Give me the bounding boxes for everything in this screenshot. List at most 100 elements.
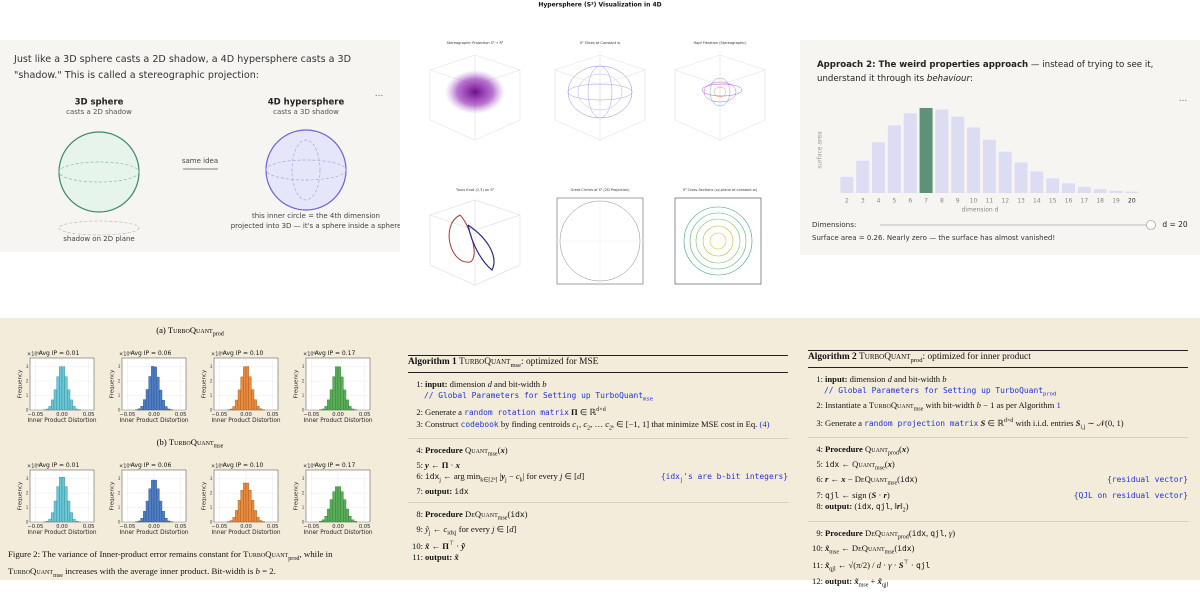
text-run: S [1075, 417, 1081, 428]
sphere-3d [58, 131, 140, 213]
text-run: idx [897, 544, 912, 554]
text-run: Procedure [825, 527, 863, 538]
menu-dots[interactable]: ··· [1179, 97, 1188, 107]
x-tick-label: 0.05 [83, 412, 95, 418]
y-tick-label: 1 [302, 505, 305, 511]
algorithm-2: Algorithm 2 TurboQuantprod: optimized fo… [808, 350, 1188, 591]
sphere4d-title: 4D hypersphere [268, 98, 345, 108]
y-axis-label: Frequency [202, 481, 208, 510]
algorithm-line: 10: x̃mse ← DeQuantmse(idx) [808, 543, 1188, 558]
y-tick-label: 2 [210, 379, 213, 385]
histogram-bar [156, 376, 160, 411]
y-tick-label: 0 [118, 520, 121, 526]
text-run: dimension [447, 379, 488, 390]
text-run: Π [441, 460, 449, 471]
line-text: x̃ ← Π⊤ · ỹ [425, 541, 465, 551]
histogram-bar [140, 406, 144, 411]
text-run: ) [524, 508, 528, 519]
text-run: x [500, 445, 505, 456]
algorithm-line: 4: Procedure Quantprod(x) [808, 444, 1188, 459]
x-tick-label: 6 [908, 198, 912, 205]
line-text: output: idx [425, 486, 469, 496]
line-text: r ← x − DeQuantmse(idx) [825, 474, 918, 487]
text-run: mse [858, 582, 869, 589]
text-run: mse [53, 572, 63, 579]
histogram-bar [161, 399, 165, 411]
text-run: y [501, 471, 506, 482]
algorithm-line: 5: idx ← Quantmse(x) [808, 459, 1188, 474]
y-axis-label: Frequency [294, 481, 300, 510]
histogram-bar [321, 408, 325, 411]
y-tick-label: 1 [26, 393, 29, 399]
histogram-bar [75, 521, 79, 523]
y-axis-label: Frequency [18, 369, 24, 398]
panel-title: Avg IP = 0.17 [315, 462, 356, 469]
text-run: idx [510, 509, 525, 519]
algorithm-title: Algorithm 2 TurboQuantprod: optimized fo… [808, 350, 1188, 369]
bar [951, 116, 965, 193]
histogram-bar [337, 486, 341, 523]
bar [1077, 186, 1091, 193]
histogram-bar [332, 376, 336, 411]
text-run: Quant [865, 443, 888, 454]
line-text: Procedure DeQuantprod(idx, qjl, γ) [825, 527, 955, 541]
text-run: j [492, 524, 495, 535]
text-run: x [841, 474, 846, 485]
histogram-bar [151, 479, 155, 523]
text-run: , [579, 418, 584, 429]
histogram-bar [51, 399, 55, 411]
text-run: DeQuant [854, 474, 888, 485]
histogram-bar [345, 508, 349, 523]
histogram-bar [156, 488, 160, 523]
line-number: 10: [412, 541, 423, 552]
histogram-bar [345, 399, 349, 411]
text-run: r [883, 489, 887, 500]
plot-great-circles [556, 197, 644, 285]
line-text: Procedure Quantmse(x) [425, 445, 508, 458]
text-run: qjl [930, 528, 945, 538]
y-axis-label: surface area [817, 131, 824, 169]
y-axis-label: Frequency [110, 481, 116, 510]
text-run: DeQuant [865, 527, 898, 538]
text-run: ( [908, 527, 912, 538]
text-run: idx [857, 502, 872, 512]
text-run: ) [914, 474, 918, 485]
histogram-bar [145, 500, 149, 523]
text-run: qjl [825, 490, 840, 500]
algorithm-section: 8: Procedure DeQuantmse(idx) 9: ỹj ← cidxj … [408, 501, 788, 563]
text-run: x̃ [877, 575, 882, 586]
text-run: idxj [447, 530, 457, 537]
line-text: ỹj ← cidxj for every j ∈ [d] [425, 524, 516, 537]
line-number: 5: [416, 460, 423, 471]
x-axis-label: Inner Product Distortion [211, 530, 280, 536]
histogram-bar [140, 518, 144, 523]
x-tick-label: 17 [1081, 198, 1089, 205]
equator [58, 161, 140, 183]
menu-dots[interactable]: ··· [375, 92, 384, 102]
text-run: ) [891, 459, 895, 470]
line-text: input: dimension d and bit-width b [425, 379, 547, 389]
bar [872, 142, 886, 193]
text-run: prod [897, 534, 909, 541]
line-text: y ← Π · x [425, 460, 460, 470]
plot-title: Torus Knot (2,3) on S³ [455, 188, 495, 192]
slider-knob[interactable] [1146, 220, 1156, 230]
text-run: behaviour [926, 73, 971, 84]
text-run: Instantiate a [825, 400, 869, 411]
text-run: mse [510, 361, 522, 369]
exponent-label: ×10⁶ [119, 464, 132, 470]
text-run: ( [894, 543, 898, 554]
panel-title: Avg IP = 0.10 [223, 462, 264, 469]
text-run: idx [425, 472, 440, 482]
line-text: output: x̃ [425, 552, 459, 562]
text-run: Algorithm 1 [408, 357, 457, 367]
hypersphere-visualization: Hypersphere (S³) Visualization in 4D Ste… [429, 2, 766, 286]
line-comment: {idxj's are b-bit integers} [661, 471, 788, 486]
text-run: b [255, 565, 260, 576]
line-text: output: x̃mse + x̃qjl [825, 575, 888, 589]
histogram-bar [329, 499, 333, 523]
text-run: · [448, 460, 456, 471]
text-run: Π [571, 407, 578, 418]
plot-slices [554, 54, 646, 141]
